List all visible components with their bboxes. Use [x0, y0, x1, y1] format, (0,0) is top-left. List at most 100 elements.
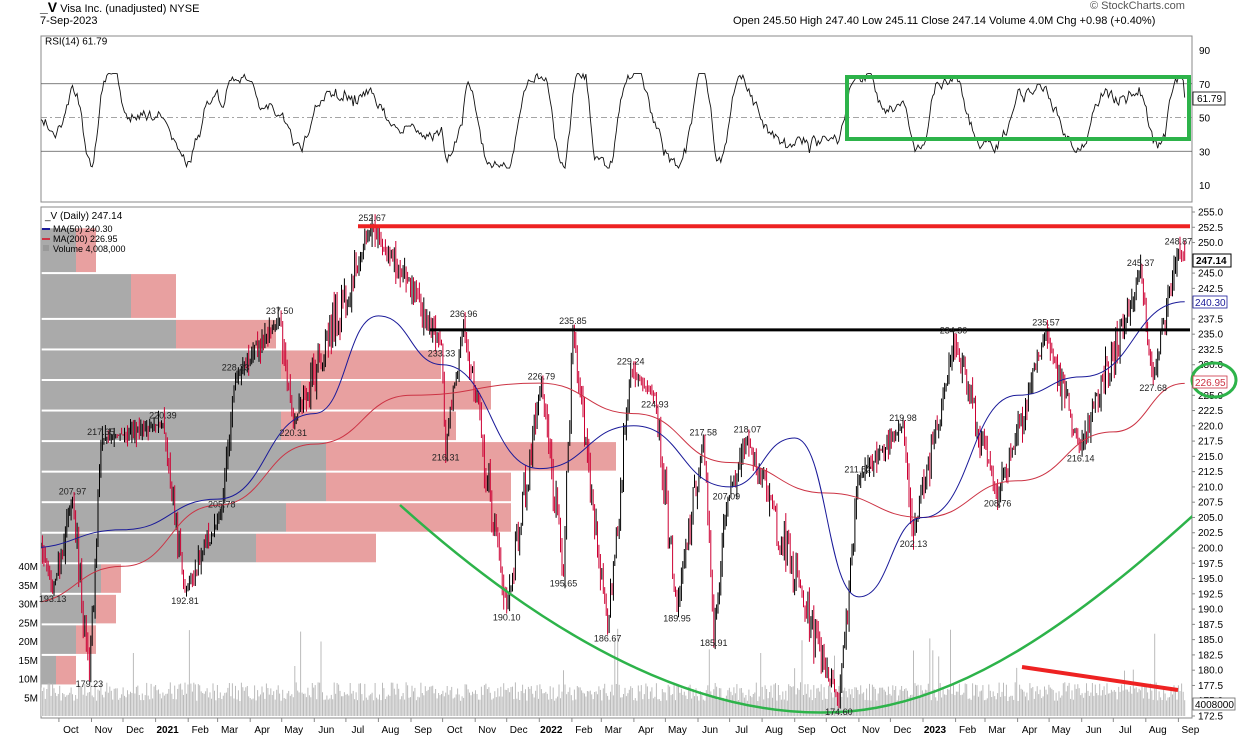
price-annotation: 218.07	[734, 425, 762, 435]
price-tick-label: 255.0	[1198, 208, 1223, 219]
price-annotation: 186.67	[594, 633, 622, 643]
volume-trend-line	[1021, 665, 1179, 692]
vbp-up-bar	[41, 274, 131, 318]
ma50-tag: 240.30	[1195, 298, 1226, 309]
volume-bars	[41, 628, 1186, 716]
rsi-line	[41, 72, 1186, 170]
price-tick-label: 210.0	[1198, 482, 1223, 493]
price-tick-label: 242.5	[1198, 284, 1223, 295]
ma50-box	[1192, 295, 1228, 309]
vbp-up-bar	[41, 625, 76, 654]
price-annotation: 193.13	[39, 594, 67, 604]
vbp-up-bar	[41, 503, 286, 532]
time-tick-label: Aug	[382, 725, 400, 736]
time-tick-label: Dec	[126, 725, 144, 736]
price-tick-label: 195.0	[1198, 574, 1223, 585]
vbp-down-bar	[326, 472, 511, 502]
time-tick-label: Oct	[447, 725, 463, 736]
price-annotation: 220.39	[149, 410, 177, 420]
price-annotation: 205.78	[208, 500, 236, 510]
time-tick-label: Sep	[414, 725, 432, 736]
vbp-down-bar	[326, 442, 616, 471]
time-tick-label: Oct	[831, 725, 847, 736]
ma50-line	[41, 301, 1185, 598]
volume-tag: 4008000	[1195, 700, 1234, 711]
time-axis: Oct Nov Dec 2021 Feb Mar Apr May Jun Jul Aug Sep Oct…	[58, 718, 1200, 736]
price-annotation: 245.37	[1127, 258, 1155, 268]
price-tick-label: 192.5	[1198, 589, 1223, 600]
price-tick-label: 235.0	[1198, 330, 1223, 341]
price-annotation: 207.09	[713, 492, 741, 502]
vbp-up-bar	[41, 381, 301, 410]
time-tick-label: Mar	[605, 725, 623, 736]
price-annotation: 235.57	[1032, 318, 1060, 328]
volume-tick-label: 35M	[19, 581, 38, 592]
price-annotation: 234.30	[940, 326, 968, 336]
price-tick-label: 237.5	[1198, 314, 1223, 325]
price-bars	[41, 214, 1186, 709]
price-annotation: 237.50	[266, 306, 294, 316]
exchange-name: NYSE	[169, 3, 200, 15]
volume-box	[1192, 697, 1236, 711]
vbp-down-bar	[301, 381, 491, 410]
rsi-tick-label: 50	[1199, 114, 1211, 125]
current-price-box	[1192, 253, 1232, 268]
time-tick-label: Jul	[1119, 725, 1132, 736]
time-tick-label: 2021	[156, 725, 179, 736]
price-annotation: 227.68	[1139, 383, 1167, 393]
price-annotation: 229.24	[617, 356, 645, 366]
price-tick-label: 245.0	[1198, 269, 1223, 280]
price-tick-label: 205.0	[1198, 513, 1223, 524]
time-tick-label: Jul	[352, 725, 365, 736]
rsi-current-value: 61.79	[1197, 94, 1222, 105]
vbp-down-bar	[101, 564, 121, 593]
price-tick-label: 200.0	[1198, 544, 1223, 555]
rsi-panel-frame	[40, 35, 1193, 203]
price-axis: 255.0252.5250.0247.5245.0242.5240.0237.5…	[1192, 208, 1223, 723]
chart-date: 7-Sep-2023	[40, 15, 98, 27]
time-tick-label: Jun	[1086, 725, 1102, 736]
price-annotations: 193.13 207.97 179.23 217.65 220.39 192.81 205.…	[39, 213, 1192, 717]
vbp-down-bar	[96, 594, 116, 624]
price-tick-label: 215.0	[1198, 452, 1223, 463]
time-tick-label: Sep	[798, 725, 816, 736]
time-tick-label: May	[1052, 725, 1071, 736]
vbp-up-bar	[41, 655, 56, 685]
time-tick-label: 2022	[540, 725, 563, 736]
time-tick-label: Apr	[638, 725, 654, 736]
volume-tick-label: 25M	[19, 618, 38, 629]
symbol-header: _V Visa Inc. (unadjusted) NYSE	[40, 0, 199, 15]
price-tick-label: 177.5	[1198, 681, 1223, 692]
price-annotation: 233.33	[428, 348, 456, 358]
vbp-down-bar	[56, 655, 76, 685]
price-tick-label: 220.0	[1198, 421, 1223, 432]
price-annotation: 252.67	[358, 213, 386, 223]
price-annotation: 202.13	[900, 539, 928, 549]
time-tick-label: 2023	[924, 725, 947, 736]
price-annotation: 207.97	[59, 486, 87, 496]
time-tick-label: Jul	[735, 725, 748, 736]
time-tick-label: Mar	[988, 725, 1006, 736]
volume-tick-label: 5M	[24, 693, 38, 704]
ticker-symbol: _V	[40, 0, 58, 15]
price-tick-label: 180.0	[1198, 666, 1223, 677]
price-annotation: 226.79	[528, 371, 556, 381]
price-tick-label: 212.5	[1198, 467, 1223, 478]
rsi-label: RSI(14) 61.79	[45, 36, 108, 47]
time-tick-label: Aug	[1149, 725, 1167, 736]
time-tick-label: May	[668, 725, 687, 736]
price-tick-label: 172.5	[1198, 712, 1223, 723]
volume-tick-label: 20M	[19, 637, 38, 648]
time-tick-label: Feb	[959, 725, 977, 736]
legend-volume: Volume 4,008,000	[53, 244, 126, 254]
price-tick-label: 185.0	[1198, 635, 1223, 646]
price-annotation: 179.23	[76, 679, 104, 689]
price-tick-label: 190.0	[1198, 605, 1223, 616]
ohlc-readout: Open 245.50 High 247.40 Low 245.11 Close…	[733, 15, 1156, 27]
price-tick-label: 250.0	[1198, 238, 1223, 249]
vbp-up-bar	[41, 533, 256, 563]
time-tick-label: Nov	[478, 725, 496, 736]
ma200-line	[41, 382, 1185, 603]
time-tick-label: Oct	[63, 725, 79, 736]
price-annotation: 248.87	[1165, 236, 1193, 246]
